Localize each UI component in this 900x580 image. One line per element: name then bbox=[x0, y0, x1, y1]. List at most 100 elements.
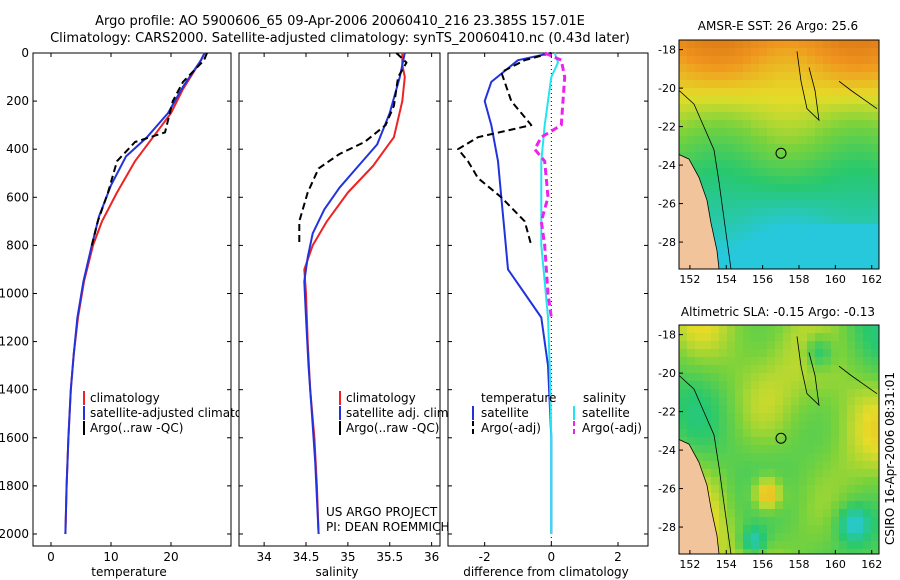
map-cell bbox=[871, 373, 880, 382]
map-cell bbox=[735, 224, 744, 233]
map-cell bbox=[871, 168, 880, 177]
map-cell bbox=[807, 256, 816, 265]
map-cell bbox=[799, 469, 808, 478]
map-cell bbox=[783, 160, 792, 169]
map-cell bbox=[711, 325, 720, 334]
map-cell bbox=[799, 549, 808, 555]
map-cell bbox=[823, 160, 832, 169]
map-cell bbox=[775, 501, 784, 510]
map-cell bbox=[751, 549, 760, 555]
map-cell bbox=[775, 373, 784, 382]
map-cell bbox=[823, 40, 832, 49]
map-cell bbox=[743, 445, 752, 454]
map-cell bbox=[807, 517, 816, 526]
map-cell bbox=[695, 120, 704, 129]
map-cell bbox=[711, 96, 720, 105]
map-cell bbox=[847, 325, 856, 334]
y-tick-label: -22 bbox=[658, 121, 676, 134]
map-cell bbox=[767, 224, 776, 233]
credit-timestamp: CSIRO 16-Apr-2006 08:31:01 bbox=[883, 372, 897, 545]
legend-label-temp-argo: Argo(-adj) bbox=[481, 421, 541, 435]
map-cell bbox=[759, 549, 768, 555]
map-cell bbox=[727, 485, 736, 494]
map-cell bbox=[799, 389, 808, 398]
map-cell bbox=[807, 136, 816, 145]
map-cell bbox=[871, 176, 880, 185]
map-cell bbox=[871, 112, 880, 121]
map-cell bbox=[767, 200, 776, 209]
map-cell bbox=[759, 224, 768, 233]
map-cell bbox=[791, 517, 800, 526]
map-cell bbox=[711, 232, 720, 241]
map-cell bbox=[735, 192, 744, 201]
map-cell bbox=[815, 517, 824, 526]
map-cell bbox=[735, 176, 744, 185]
map-cell bbox=[823, 232, 832, 241]
map-cell bbox=[719, 264, 728, 270]
map-cell bbox=[839, 477, 848, 486]
map-cell bbox=[775, 176, 784, 185]
map-cell bbox=[847, 493, 856, 502]
map-cell bbox=[863, 501, 872, 510]
map-cell bbox=[767, 216, 776, 225]
map-cell bbox=[679, 80, 688, 89]
map-cell bbox=[695, 168, 704, 177]
map-cell bbox=[783, 453, 792, 462]
legend-header-temperature: temperature bbox=[481, 391, 556, 405]
map-cell bbox=[807, 525, 816, 534]
map-cell bbox=[831, 176, 840, 185]
map-cell bbox=[847, 389, 856, 398]
map-cell bbox=[863, 421, 872, 430]
map-cell bbox=[823, 397, 832, 406]
map-cell bbox=[831, 477, 840, 486]
map-cell bbox=[719, 357, 728, 366]
map-cell bbox=[847, 104, 856, 113]
x-tick-label: 0 bbox=[548, 550, 556, 564]
map-cell bbox=[799, 256, 808, 265]
map-cell bbox=[767, 240, 776, 249]
map-cell bbox=[727, 120, 736, 129]
map-cell bbox=[775, 349, 784, 358]
map-cell bbox=[871, 128, 880, 137]
map-cell bbox=[799, 144, 808, 153]
map-cell bbox=[863, 200, 872, 209]
sst-map-area: 152 154 156 158 160 162 -18 -20 -22 -24 -26 -28 bbox=[658, 39, 882, 286]
map-cell bbox=[823, 485, 832, 494]
series-line bbox=[90, 52, 208, 246]
map-cell bbox=[751, 485, 760, 494]
temperature-plot-area: 0 10 2002004006008001000120014001600180020… bbox=[0, 46, 232, 564]
map-cell bbox=[679, 88, 688, 97]
map-cell bbox=[839, 413, 848, 422]
map-cell bbox=[791, 461, 800, 470]
map-cell bbox=[719, 413, 728, 422]
map-cell bbox=[815, 485, 824, 494]
map-cell bbox=[743, 533, 752, 542]
map-cell bbox=[727, 389, 736, 398]
map-cell bbox=[751, 509, 760, 518]
map-cell bbox=[767, 477, 776, 486]
map-cell bbox=[799, 160, 808, 169]
map-cell bbox=[783, 64, 792, 73]
map-cell bbox=[727, 80, 736, 89]
map-cell bbox=[687, 437, 696, 446]
map-cell bbox=[783, 517, 792, 526]
difference-plot-area: -2 0 2 bbox=[447, 51, 649, 564]
map-cell bbox=[743, 509, 752, 518]
map-cell bbox=[751, 176, 760, 185]
map-cell bbox=[711, 176, 720, 185]
map-cell bbox=[759, 240, 768, 249]
map-cell bbox=[799, 509, 808, 518]
map-cell bbox=[863, 88, 872, 97]
map-cell bbox=[783, 509, 792, 518]
reef-contour bbox=[796, 336, 820, 407]
map-cell bbox=[831, 208, 840, 217]
map-cell bbox=[711, 216, 720, 225]
map-cell bbox=[871, 365, 880, 374]
map-cell bbox=[863, 437, 872, 446]
map-cell bbox=[847, 509, 856, 518]
map-cell bbox=[839, 264, 848, 270]
map-cell bbox=[783, 541, 792, 550]
map-cell bbox=[743, 192, 752, 201]
map-cell bbox=[791, 549, 800, 555]
map-cell bbox=[831, 256, 840, 265]
